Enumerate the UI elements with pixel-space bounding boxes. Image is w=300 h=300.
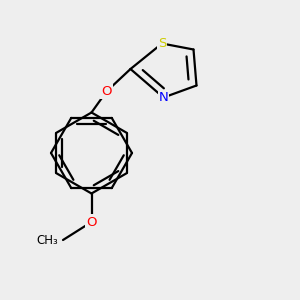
Text: N: N xyxy=(159,91,168,104)
Text: CH₃: CH₃ xyxy=(37,233,58,247)
Text: O: O xyxy=(86,215,97,229)
Text: S: S xyxy=(158,37,166,50)
Text: O: O xyxy=(101,85,112,98)
